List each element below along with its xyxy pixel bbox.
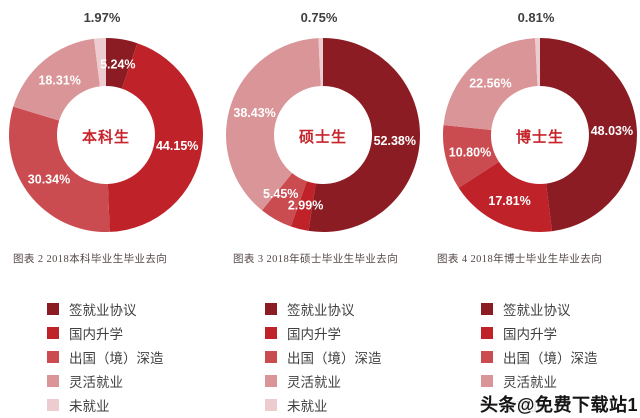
legend-label-1: 国内升学 <box>69 327 123 342</box>
watermark-text: 头条@免费下载站1 <box>474 390 639 418</box>
master-donut-svg: 52.38% 2.99%5.45% 38.43% <box>226 38 420 233</box>
legend-item-3: 灵活就业 <box>265 369 382 393</box>
legend-label-0: 签就业协议 <box>503 303 571 318</box>
outside-slice-label-doctoral: 0.81% <box>517 10 555 25</box>
slice-label-2: 30.34% <box>28 172 70 186</box>
doctoral-donut-svg: 48.03% 17.81% 10.80% 22.56% <box>443 38 637 232</box>
legend-swatch-3 <box>481 375 493 387</box>
chart-caption-master: 图表 3 2018年硕士毕业生毕业去向 <box>233 254 399 265</box>
slice-label-3: 18.31% <box>38 73 80 87</box>
pie-slice-0 <box>106 38 138 89</box>
pie-slice-0 <box>540 38 637 232</box>
chart-caption-doctoral: 图表 4 2018年博士毕业生毕业去向 <box>437 254 603 265</box>
pie-slice-3 <box>443 38 538 130</box>
chart-caption-undergraduate: 图表 2 2018本科毕业生毕业去向 <box>13 254 168 265</box>
legend-label-1: 国内升学 <box>287 327 341 342</box>
pie-slice-3 <box>226 38 321 211</box>
legend-swatch-0 <box>265 303 277 315</box>
legend-swatch-2 <box>481 351 493 363</box>
slice-label-3: 38.43% <box>233 106 275 120</box>
legend-label-0: 签就业协议 <box>287 303 355 318</box>
legend-label-4: 未就业 <box>287 399 328 414</box>
legend-swatch-0 <box>47 303 59 315</box>
pie-slice-4 <box>535 38 540 87</box>
legend-swatch-1 <box>265 327 277 339</box>
pie-slice-1 <box>290 181 316 231</box>
pie-slice-1 <box>458 161 552 232</box>
outside-slice-label-master: 0.75% <box>300 10 338 25</box>
legend-item-2: 出国（境）深造 <box>481 345 598 369</box>
legend-item-4: 未就业 <box>47 393 164 417</box>
legend-item-0: 签就业协议 <box>265 297 382 321</box>
legend-item-3: 灵活就业 <box>47 369 164 393</box>
legend-item-1: 国内升学 <box>481 321 598 345</box>
legend-item-0: 签就业协议 <box>481 297 598 321</box>
legend-item-1: 国内升学 <box>265 321 382 345</box>
slice-label-0: 52.38% <box>374 134 416 148</box>
legend-item-2: 出国（境）深造 <box>47 345 164 369</box>
outside-slice-label-undergraduate: 1.97% <box>83 10 121 25</box>
legend-swatch-4 <box>265 399 277 411</box>
legend-label-3: 灵活就业 <box>287 375 341 390</box>
legend-swatch-2 <box>265 351 277 363</box>
legend-item-4: 未就业 <box>265 393 382 417</box>
slice-label-0: 48.03% <box>591 124 633 138</box>
legend-undergraduate: 签就业协议国内升学出国（境）深造 灵活就业未就业 <box>47 297 164 417</box>
legend-label-4: 未就业 <box>69 399 110 414</box>
pie-slice-3 <box>13 38 100 121</box>
chart-center-label-undergraduate: 本科生 <box>81 129 130 146</box>
legend-swatch-4 <box>47 399 59 411</box>
pie-slice-2 <box>262 173 307 227</box>
donut-chart-master: 0.75% 52.38% 2.99% 5.45% 38.43% 硕士生 <box>223 10 423 235</box>
legend-item-2: 出国（境）深造 <box>265 345 382 369</box>
legend-swatch-1 <box>481 327 493 339</box>
legend-swatch-3 <box>265 375 277 387</box>
legend-master: 签就业协议国内升学出国（境）深造 灵活就业未就业 <box>265 297 382 417</box>
legend-label-3: 灵活就业 <box>69 375 123 390</box>
legend-item-0: 签就业协议 <box>47 297 164 321</box>
legend-label-3: 灵活就业 <box>503 375 557 390</box>
legend-label-0: 签就业协议 <box>69 303 137 318</box>
legend-label-2: 出国（境）深造 <box>503 351 598 366</box>
donut-chart-doctoral: 0.81% 48.03% 17.81% 10.80% 22.56% 博士生 <box>440 10 640 235</box>
slice-label-1: 2.99% <box>288 198 323 212</box>
slice-label-2: 10.80% <box>449 145 491 159</box>
chart-center-label-doctoral: 博士生 <box>515 129 564 146</box>
legend-swatch-0 <box>481 303 493 315</box>
pie-slice-4 <box>318 38 323 87</box>
legend-item-3: 灵活就业 <box>481 369 598 393</box>
donut-chart-undergraduate: 1.97% 5.24% 44.15% 30.34% 18.31% 本科生 <box>6 10 206 235</box>
slice-label-0: 5.24% <box>100 58 135 72</box>
slice-label-1: 44.15% <box>156 139 198 153</box>
legend-swatch-1 <box>47 327 59 339</box>
pie-slice-1 <box>107 43 204 232</box>
legend-swatch-2 <box>47 351 59 363</box>
chart-center-label-master: 硕士生 <box>298 129 347 146</box>
slice-label-2: 5.45% <box>263 187 298 201</box>
pie-slice-0 <box>308 38 420 233</box>
legend-swatch-3 <box>47 375 59 387</box>
undergraduate-donut-svg: 5.24% 44.15% 30.34% 18.31% <box>9 38 204 233</box>
slice-label-1: 17.81% <box>488 194 530 208</box>
pie-slice-4 <box>94 38 106 87</box>
legend-label-2: 出国（境）深造 <box>69 351 164 366</box>
legend-label-1: 国内升学 <box>503 327 557 342</box>
legend-label-2: 出国（境）深造 <box>287 351 382 366</box>
legend-item-1: 国内升学 <box>47 321 164 345</box>
pie-slice-2 <box>443 125 499 188</box>
slice-label-3: 22.56% <box>469 76 511 90</box>
pie-slice-2 <box>9 106 110 233</box>
